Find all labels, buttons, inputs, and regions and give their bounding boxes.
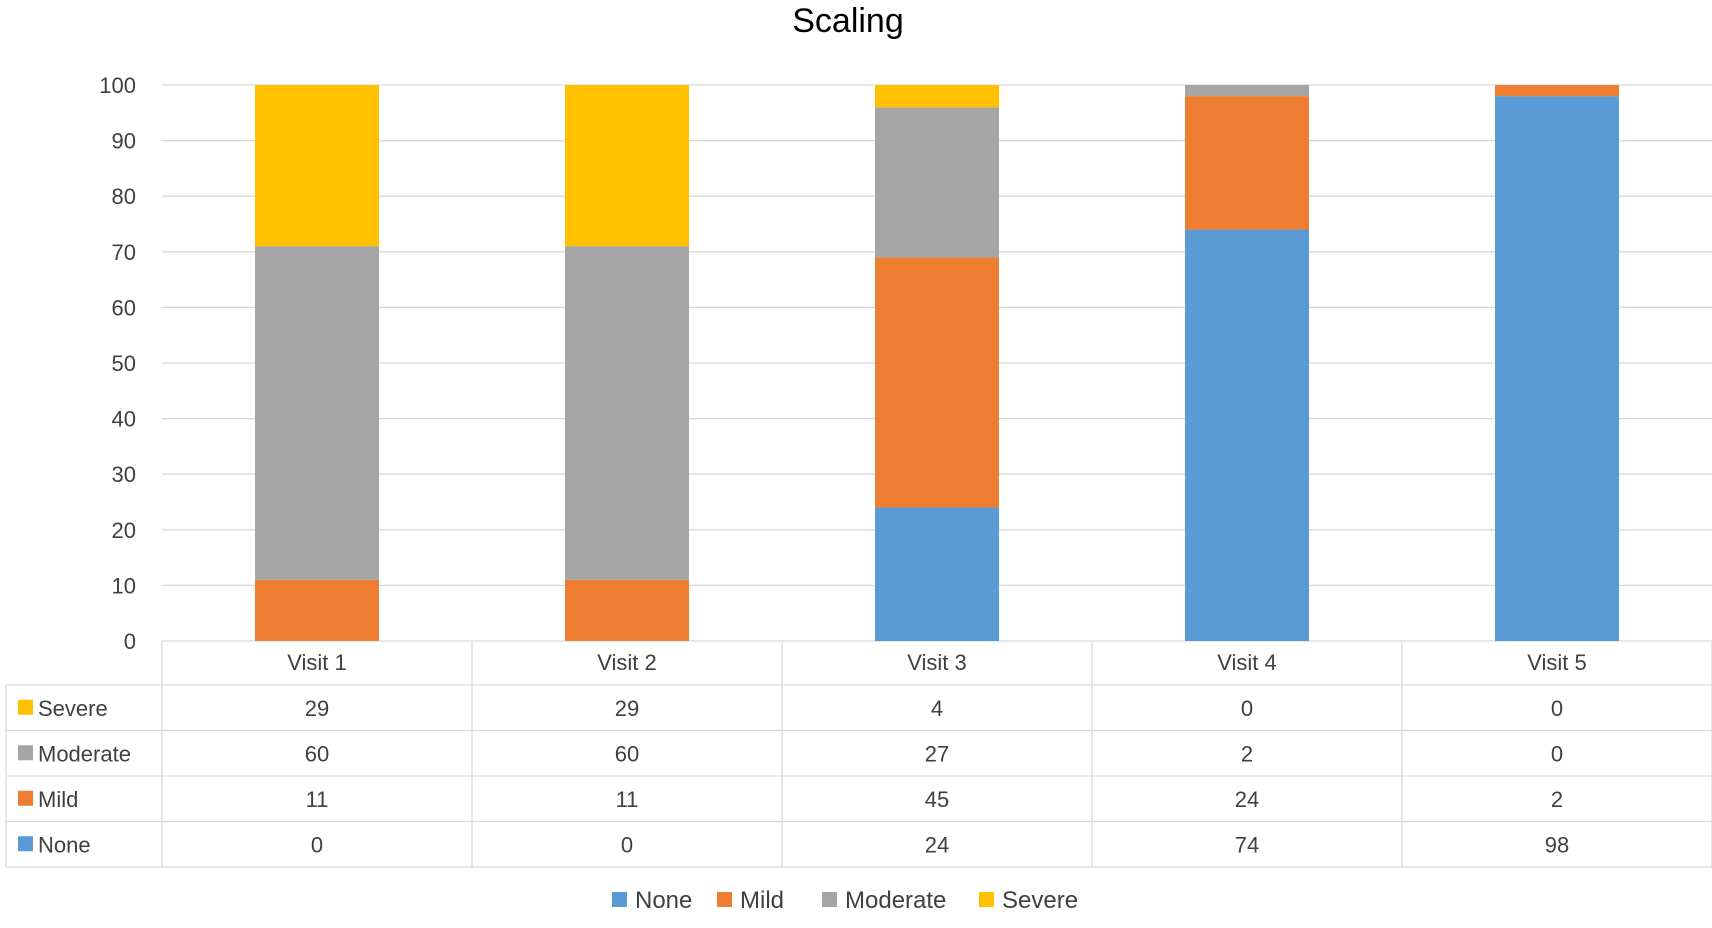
data-label: 0 bbox=[1241, 696, 1253, 721]
bar-segment-severe bbox=[255, 85, 379, 247]
table-legend-key bbox=[18, 836, 33, 852]
bar-segment-mild bbox=[255, 579, 379, 641]
data-label: 29 bbox=[305, 696, 329, 721]
table-legend-key bbox=[18, 790, 33, 806]
bars bbox=[255, 85, 1619, 642]
y-tick-label: 60 bbox=[112, 295, 136, 320]
data-label: 0 bbox=[621, 832, 633, 857]
data-label: 98 bbox=[1545, 832, 1569, 857]
bar-segment-mild bbox=[1185, 96, 1309, 230]
y-tick-label: 20 bbox=[112, 518, 136, 543]
data-label: 60 bbox=[305, 741, 329, 766]
y-tick-label: 100 bbox=[99, 73, 136, 98]
data-table: Visit 1 Visit 2 Visit 3 Visit 4 Visit 5 Sever… bbox=[5, 641, 1712, 868]
bar-segment-mild bbox=[875, 257, 999, 508]
bar-segment-none bbox=[875, 507, 999, 641]
data-label: 74 bbox=[1235, 832, 1259, 857]
table-legend-key bbox=[18, 699, 33, 715]
y-axis-ticks: 0 10 20 30 40 50 60 70 80 90 100 bbox=[99, 73, 136, 654]
x-category-label: Visit 2 bbox=[597, 650, 657, 675]
table-legend-key bbox=[18, 745, 33, 761]
data-label: 2 bbox=[1241, 741, 1253, 766]
legend: None Mild Moderate Severe bbox=[612, 887, 1078, 914]
bar-segment-mild bbox=[565, 579, 689, 641]
data-label: 4 bbox=[931, 696, 943, 721]
legend-key-mild bbox=[717, 892, 732, 907]
data-label: 24 bbox=[925, 832, 949, 857]
data-label: 11 bbox=[306, 787, 329, 812]
data-label: 11 bbox=[616, 787, 639, 812]
table-row-label: None bbox=[38, 832, 91, 857]
data-label: 29 bbox=[615, 696, 639, 721]
y-tick-label: 10 bbox=[112, 573, 136, 598]
y-tick-label: 80 bbox=[112, 184, 136, 209]
bar-segment-moderate bbox=[255, 246, 379, 580]
bar-segment-moderate bbox=[565, 246, 689, 580]
bar-segment-none bbox=[1495, 96, 1619, 642]
y-tick-label: 0 bbox=[124, 629, 136, 654]
bar-segment-mild bbox=[1495, 85, 1619, 97]
data-label: 24 bbox=[1235, 787, 1259, 812]
legend-label: None bbox=[635, 887, 692, 914]
legend-key-moderate bbox=[822, 892, 837, 907]
table-row-label: Moderate bbox=[38, 741, 131, 766]
data-label: 0 bbox=[1551, 696, 1563, 721]
y-tick-label: 30 bbox=[112, 462, 136, 487]
data-label: 0 bbox=[311, 832, 323, 857]
legend-label: Moderate bbox=[845, 887, 946, 914]
data-label: 60 bbox=[615, 741, 639, 766]
bar-segment-moderate bbox=[1185, 85, 1309, 97]
table-row-label: Mild bbox=[38, 787, 78, 812]
y-tick-label: 50 bbox=[112, 351, 136, 376]
data-label: 0 bbox=[1551, 741, 1563, 766]
data-label: 45 bbox=[925, 787, 949, 812]
bar-segment-none bbox=[1185, 229, 1309, 641]
y-tick-label: 90 bbox=[112, 129, 136, 154]
legend-key-none bbox=[612, 892, 627, 907]
bar-segment-moderate bbox=[875, 107, 999, 258]
data-label: 27 bbox=[925, 741, 949, 766]
x-category-label: Visit 3 bbox=[907, 650, 967, 675]
legend-label: Mild bbox=[740, 887, 784, 914]
x-category-label: Visit 5 bbox=[1527, 650, 1587, 675]
bar-segment-severe bbox=[565, 85, 689, 247]
y-tick-label: 70 bbox=[112, 240, 136, 265]
chart-title: Scaling bbox=[792, 2, 904, 40]
data-label: 2 bbox=[1551, 787, 1563, 812]
legend-key-severe bbox=[979, 892, 994, 907]
legend-label: Severe bbox=[1002, 887, 1078, 914]
bar-segment-severe bbox=[875, 85, 999, 108]
x-category-label: Visit 4 bbox=[1217, 650, 1277, 675]
x-category-label: Visit 1 bbox=[287, 650, 347, 675]
y-tick-label: 40 bbox=[112, 407, 136, 432]
table-row-label: Severe bbox=[38, 696, 108, 721]
